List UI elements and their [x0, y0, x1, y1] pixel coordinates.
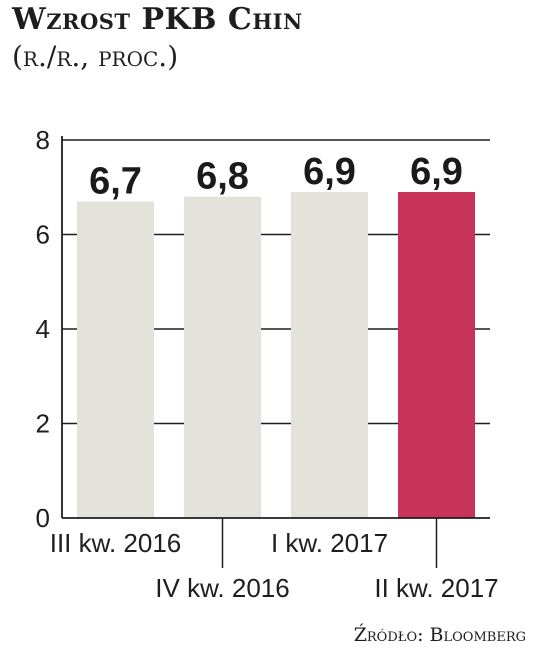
chart-title: Wzrost PKB Chin	[12, 2, 303, 37]
data-label: 6,9	[410, 151, 463, 193]
y-tick-label: 0	[36, 503, 50, 533]
x-tick-label: IV kw. 2016	[155, 573, 289, 603]
bar	[183, 196, 262, 518]
y-tick-label: 8	[36, 125, 50, 155]
chart-subtitle: (r./r., proc.)	[12, 40, 179, 73]
data-label: 6,7	[89, 160, 142, 202]
y-tick-label: 4	[36, 314, 50, 344]
bar	[290, 191, 369, 518]
y-tick-label: 2	[36, 409, 50, 439]
bar	[76, 201, 155, 519]
y-tick-label: 6	[36, 220, 50, 250]
data-label: 6,8	[196, 156, 249, 198]
x-tick-label: II kw. 2017	[374, 573, 498, 603]
x-tick-label: III kw. 2016	[50, 528, 182, 558]
data-label: 6,9	[303, 151, 356, 193]
bar	[397, 191, 476, 518]
source-note: Źródło: Bloomberg	[353, 624, 526, 646]
x-tick-label: I kw. 2017	[271, 528, 388, 558]
